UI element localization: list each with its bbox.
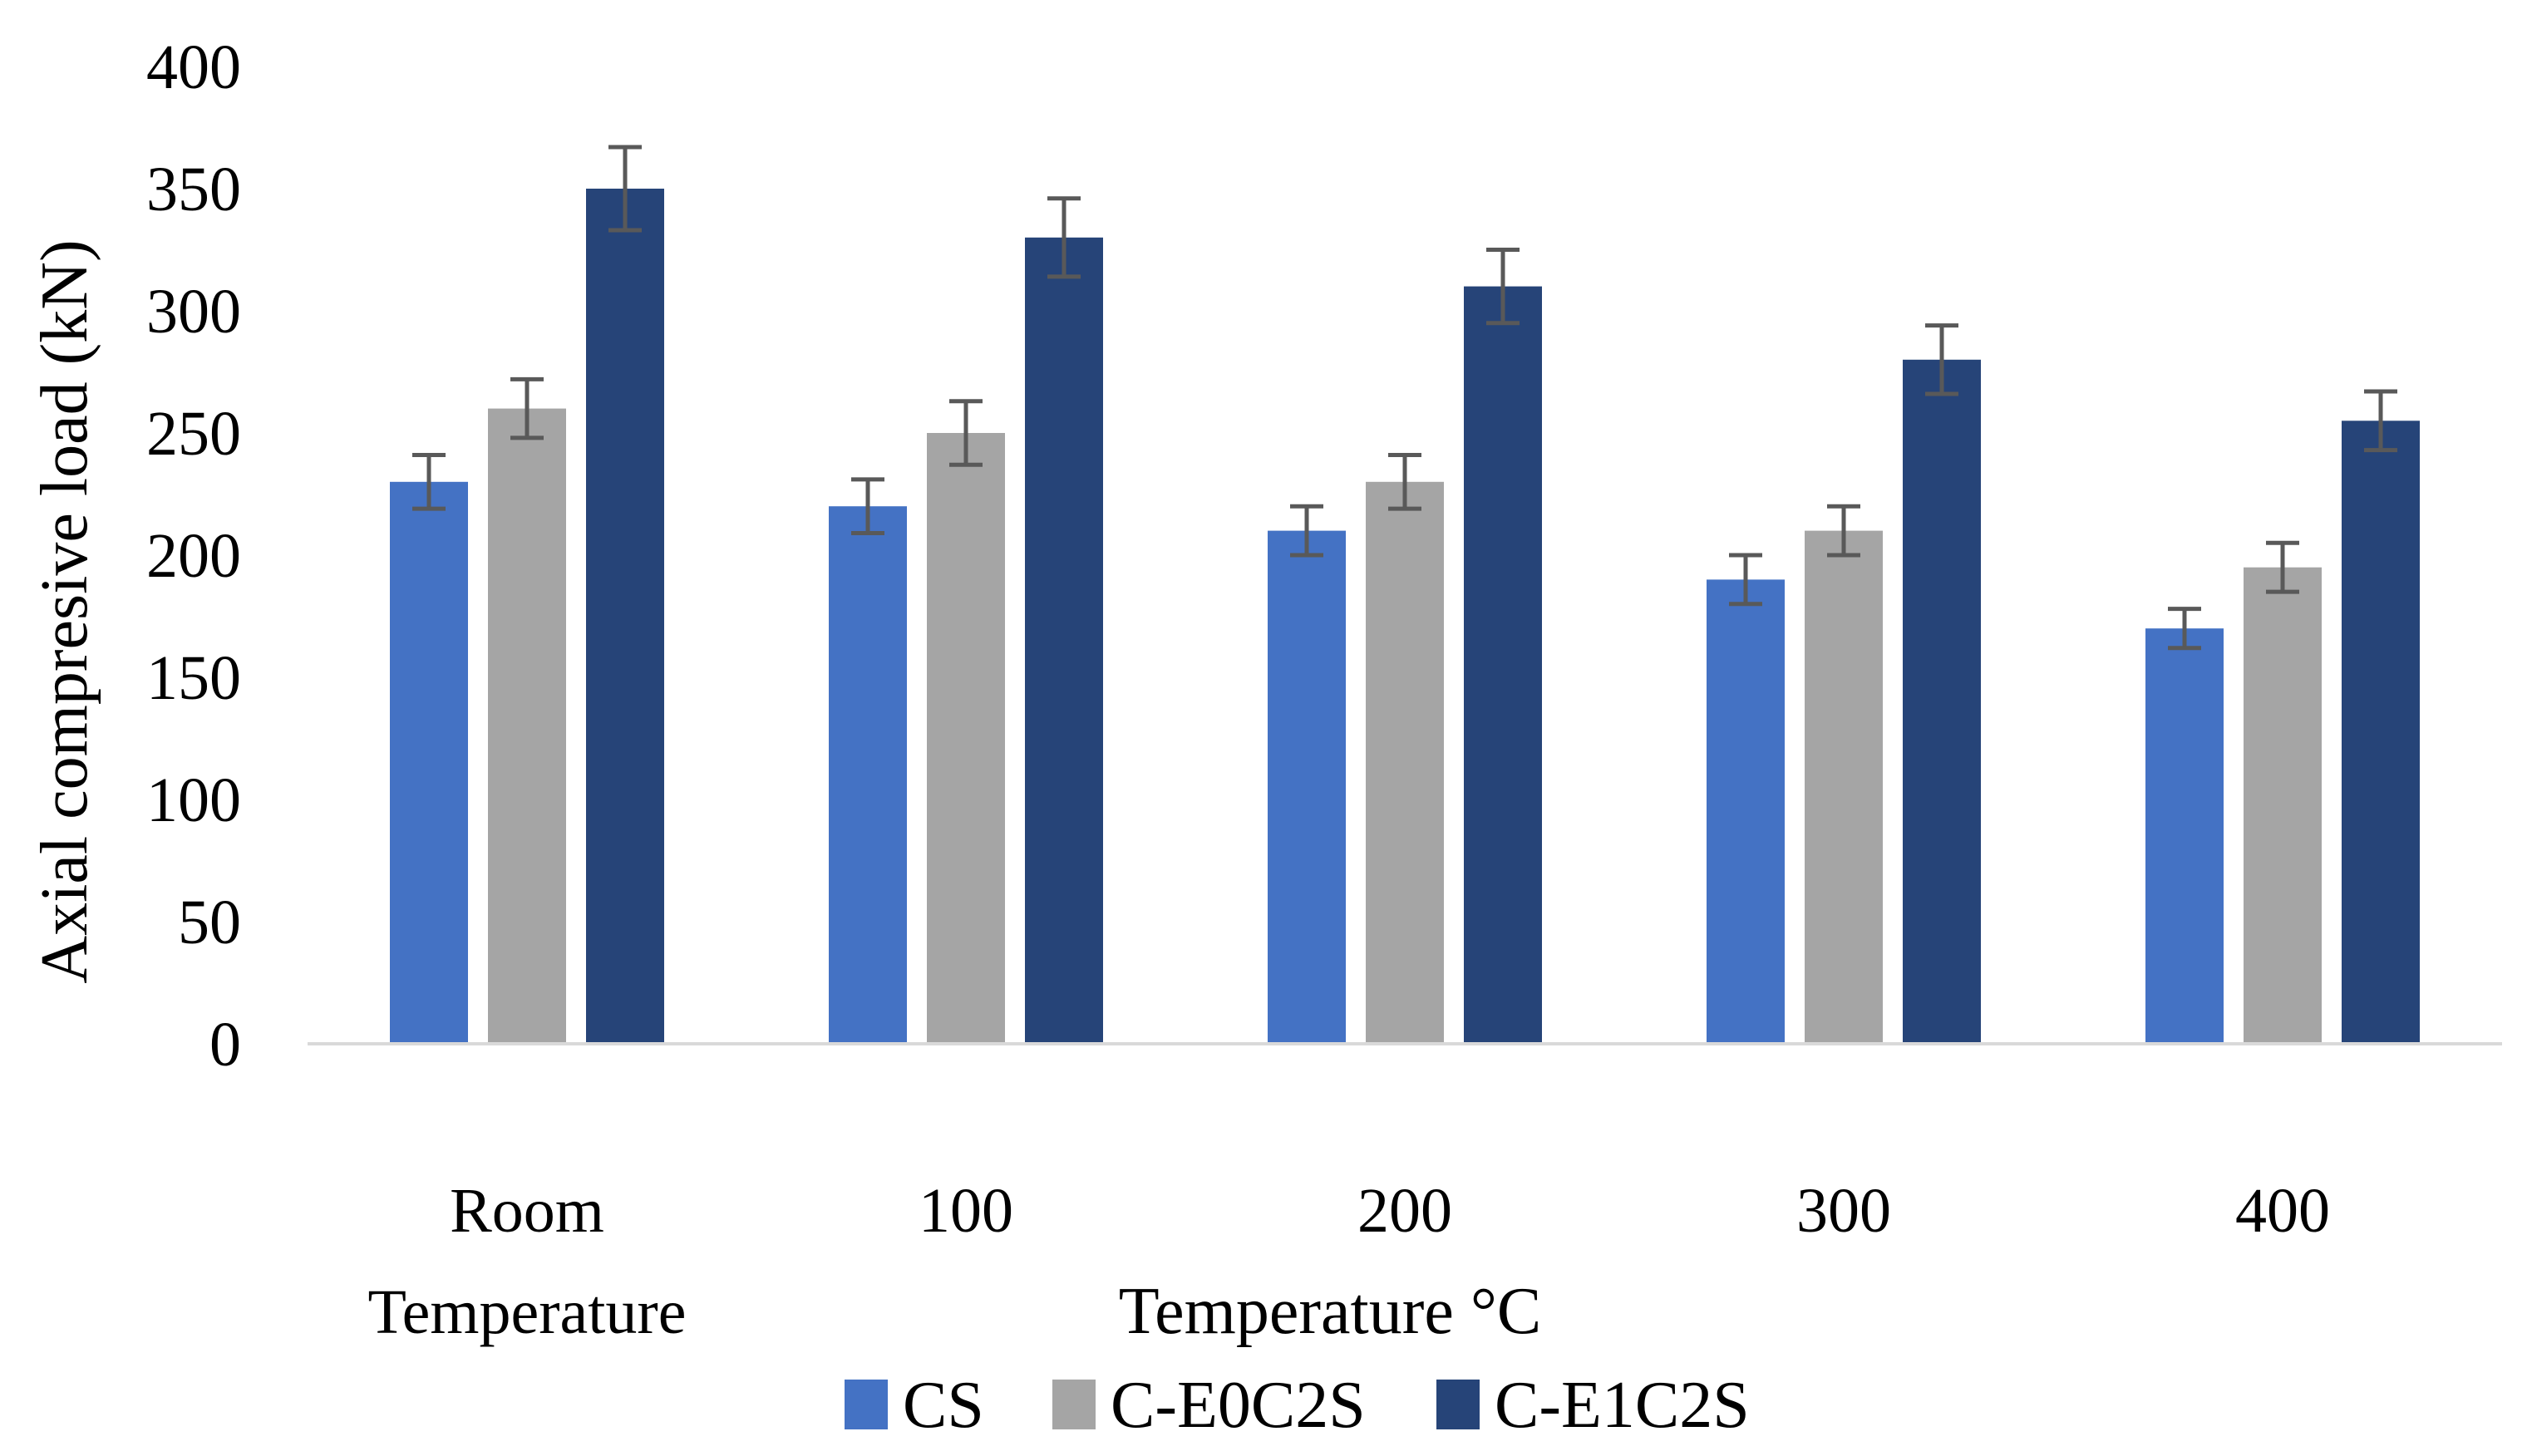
y-tick-label: 150 — [146, 643, 241, 713]
bar-c-e1c2s — [1903, 359, 1981, 1044]
bar-c-e0c2s — [927, 433, 1005, 1044]
y-tick-label: 200 — [146, 521, 241, 591]
x-tick-label: Room — [450, 1176, 604, 1246]
legend-label-cs: CS — [903, 1369, 984, 1442]
y-tick-label: 100 — [146, 765, 241, 835]
bars-group — [390, 189, 2420, 1045]
y-tick-label: 50 — [178, 888, 241, 957]
y-tick-label: 300 — [146, 277, 241, 347]
legend-swatch-cs — [845, 1380, 888, 1429]
y-axis-title: Axial compresive load (kN) — [28, 239, 101, 983]
bar-cs — [1707, 579, 1785, 1044]
legend-swatch-c-e1c2s — [1436, 1380, 1480, 1429]
x-tick-label: 100 — [919, 1176, 1013, 1246]
y-tick-label: 350 — [146, 155, 241, 224]
x-tick-label: 400 — [2235, 1176, 2330, 1246]
y-tick-label: 250 — [146, 399, 241, 469]
y-tick-label: 0 — [209, 1010, 241, 1080]
error-bars-group — [412, 145, 2397, 651]
y-axis-ticks: 0 50 100 150 200 250 300 350 400 — [146, 32, 241, 1080]
bar-c-e0c2s — [1805, 530, 1883, 1044]
bar-c-e0c2s — [2244, 567, 2322, 1044]
bar-c-e1c2s — [586, 189, 664, 1044]
x-tick-label: 300 — [1796, 1176, 1891, 1246]
bar-c-e1c2s — [1025, 237, 1103, 1044]
x-tick-label: 200 — [1357, 1176, 1452, 1246]
legend-label-c-e1c2s: C-E1C2S — [1495, 1369, 1750, 1442]
bar-c-e1c2s — [1464, 286, 1542, 1045]
legend-label-c-e0c2s: C-E0C2S — [1111, 1369, 1366, 1442]
bar-cs — [1268, 530, 1346, 1044]
x-axis-category-labels: Room Temperature 100 200 300 400 — [368, 1176, 2330, 1347]
bar-c-e0c2s — [1366, 481, 1444, 1044]
bar-c-e1c2s — [2342, 421, 2420, 1044]
x-tick-label: Temperature — [368, 1277, 687, 1347]
legend: CS C-E0C2S C-E1C2S — [845, 1369, 1750, 1442]
legend-swatch-c-e0c2s — [1052, 1380, 1096, 1429]
bar-cs — [2145, 628, 2224, 1044]
bar-cs — [829, 506, 907, 1044]
bar-cs — [390, 481, 468, 1044]
y-tick-label: 400 — [146, 32, 241, 102]
x-axis-title: Temperature °C — [1119, 1275, 1541, 1348]
bar-c-e0c2s — [488, 408, 566, 1045]
